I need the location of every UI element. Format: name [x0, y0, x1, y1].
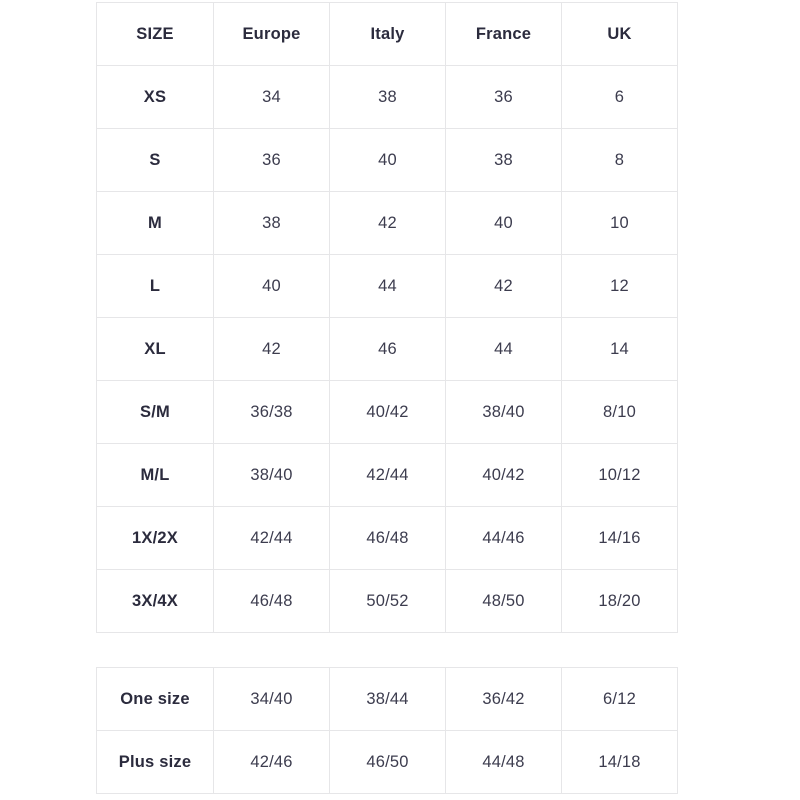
cell-europe: 42/46 [213, 730, 330, 794]
special-table-body: One size 34/40 38/44 36/42 6/12 Plus siz… [96, 667, 678, 794]
header-row: SIZE Europe Italy France UK [96, 2, 678, 66]
cell-france: 48/50 [445, 569, 562, 633]
cell-europe: 38 [213, 191, 330, 255]
cell-france: 42 [445, 254, 562, 318]
table-header: SIZE Europe Italy France UK [96, 2, 678, 66]
special-size-table: One size 34/40 38/44 36/42 6/12 Plus siz… [96, 667, 678, 794]
cell-europe: 42/44 [213, 506, 330, 570]
row-label: One size [96, 667, 214, 731]
table-row: L 40 44 42 12 [96, 254, 678, 318]
cell-europe: 36 [213, 128, 330, 192]
column-header-france: France [445, 2, 562, 66]
cell-europe: 46/48 [213, 569, 330, 633]
row-label: S [96, 128, 214, 192]
row-label: Plus size [96, 730, 214, 794]
cell-uk: 10/12 [561, 443, 678, 507]
row-label: XS [96, 65, 214, 129]
cell-europe: 40 [213, 254, 330, 318]
row-label: 1X/2X [96, 506, 214, 570]
cell-uk: 18/20 [561, 569, 678, 633]
cell-uk: 8/10 [561, 380, 678, 444]
table-row: M 38 42 40 10 [96, 191, 678, 255]
cell-europe: 34 [213, 65, 330, 129]
cell-uk: 14/16 [561, 506, 678, 570]
cell-italy: 46/48 [329, 506, 446, 570]
cell-italy: 44 [329, 254, 446, 318]
cell-italy: 42 [329, 191, 446, 255]
cell-france: 44/48 [445, 730, 562, 794]
table-row: XS 34 38 36 6 [96, 65, 678, 129]
column-header-uk: UK [561, 2, 678, 66]
cell-italy: 42/44 [329, 443, 446, 507]
column-header-size: SIZE [96, 2, 214, 66]
table-row: S 36 40 38 8 [96, 128, 678, 192]
row-label: 3X/4X [96, 569, 214, 633]
cell-italy: 40/42 [329, 380, 446, 444]
cell-france: 36/42 [445, 667, 562, 731]
row-label: XL [96, 317, 214, 381]
table-row: One size 34/40 38/44 36/42 6/12 [96, 667, 678, 731]
cell-france: 40 [445, 191, 562, 255]
table-row: 1X/2X 42/44 46/48 44/46 14/16 [96, 506, 678, 570]
row-label: S/M [96, 380, 214, 444]
table-row: M/L 38/40 42/44 40/42 10/12 [96, 443, 678, 507]
cell-italy: 38 [329, 65, 446, 129]
cell-france: 40/42 [445, 443, 562, 507]
cell-uk: 14 [561, 317, 678, 381]
table-row: XL 42 46 44 14 [96, 317, 678, 381]
cell-europe: 42 [213, 317, 330, 381]
cell-france: 38 [445, 128, 562, 192]
row-label: M [96, 191, 214, 255]
cell-uk: 8 [561, 128, 678, 192]
cell-france: 36 [445, 65, 562, 129]
cell-france: 38/40 [445, 380, 562, 444]
cell-europe: 34/40 [213, 667, 330, 731]
cell-italy: 40 [329, 128, 446, 192]
cell-uk: 10 [561, 191, 678, 255]
row-label: L [96, 254, 214, 318]
cell-europe: 38/40 [213, 443, 330, 507]
cell-italy: 46/50 [329, 730, 446, 794]
cell-uk: 6/12 [561, 667, 678, 731]
cell-france: 44/46 [445, 506, 562, 570]
column-header-italy: Italy [329, 2, 446, 66]
cell-italy: 50/52 [329, 569, 446, 633]
cell-italy: 38/44 [329, 667, 446, 731]
cell-uk: 12 [561, 254, 678, 318]
cell-italy: 46 [329, 317, 446, 381]
table-row: 3X/4X 46/48 50/52 48/50 18/20 [96, 569, 678, 633]
cell-france: 44 [445, 317, 562, 381]
cell-uk: 6 [561, 65, 678, 129]
cell-uk: 14/18 [561, 730, 678, 794]
cell-europe: 36/38 [213, 380, 330, 444]
row-label: M/L [96, 443, 214, 507]
table-row: S/M 36/38 40/42 38/40 8/10 [96, 380, 678, 444]
table-body: XS 34 38 36 6 S 36 40 38 8 M 38 42 40 10 [96, 65, 678, 633]
table-row: Plus size 42/46 46/50 44/48 14/18 [96, 730, 678, 794]
size-conversion-table: SIZE Europe Italy France UK XS 34 38 36 … [96, 2, 678, 633]
column-header-europe: Europe [213, 2, 330, 66]
